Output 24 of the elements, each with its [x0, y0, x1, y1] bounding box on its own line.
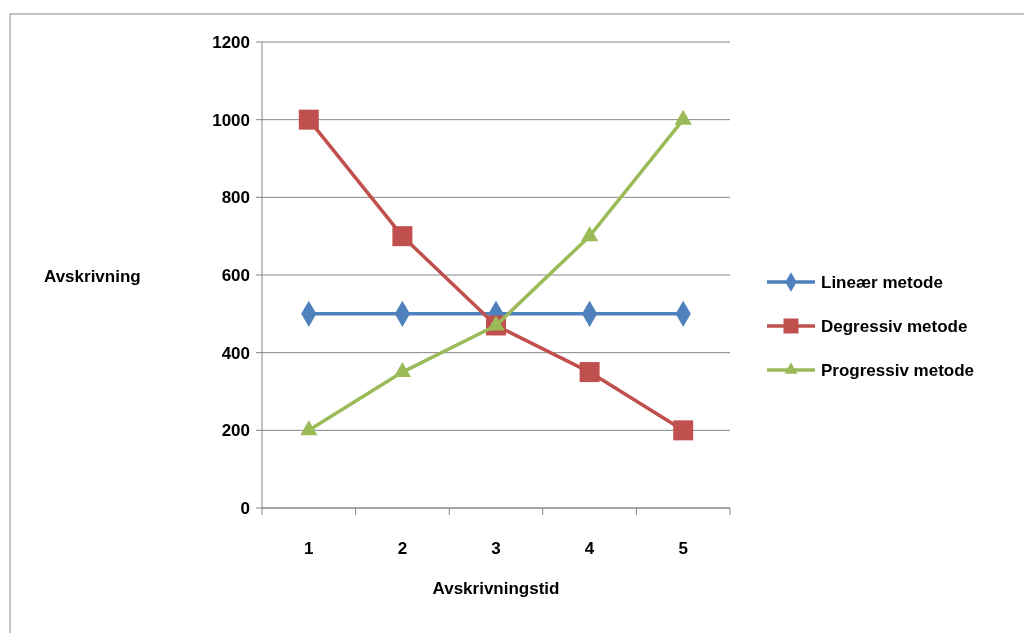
- legend-label: Progressiv metode: [821, 360, 975, 380]
- x-tick-label: 5: [678, 539, 688, 558]
- x-tick-label: 1: [304, 539, 314, 558]
- point: [393, 362, 412, 378]
- point: [392, 226, 413, 247]
- y-tick-label: 1000: [212, 110, 250, 130]
- y-tick-label: 0: [240, 498, 250, 518]
- point: [674, 109, 692, 125]
- legend-label: Degressiv metode: [821, 316, 968, 336]
- x-axis-title: Avskrivningstid: [432, 579, 560, 598]
- y-tick-label: 200: [221, 421, 250, 441]
- point: [579, 362, 600, 383]
- point: [580, 226, 599, 242]
- x-tick-label: 4: [584, 539, 595, 558]
- y-tick-label: 600: [221, 265, 250, 285]
- y-tick-label: 400: [221, 343, 250, 363]
- legend-label: Lineær metode: [821, 272, 943, 292]
- x-tick-label: 3: [491, 539, 501, 558]
- point: [298, 109, 319, 130]
- y-axis-title: Avskrivning: [44, 267, 141, 286]
- x-tick-label: 2: [397, 539, 408, 558]
- y-tick-label: 1200: [212, 32, 250, 52]
- point: [673, 420, 694, 441]
- y-tick-label: 800: [221, 188, 250, 208]
